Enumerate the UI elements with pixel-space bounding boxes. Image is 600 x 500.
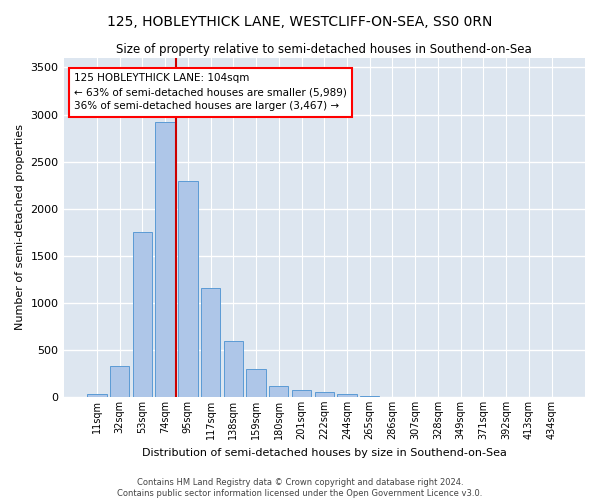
- Bar: [314, 392, 334, 397]
- Text: Contains HM Land Registry data © Crown copyright and database right 2024.
Contai: Contains HM Land Registry data © Crown c…: [118, 478, 482, 498]
- Bar: [337, 394, 356, 397]
- Bar: [87, 394, 107, 397]
- Text: 125, HOBLEYTHICK LANE, WESTCLIFF-ON-SEA, SS0 0RN: 125, HOBLEYTHICK LANE, WESTCLIFF-ON-SEA,…: [107, 15, 493, 29]
- Bar: [155, 122, 175, 397]
- Bar: [133, 232, 152, 397]
- Bar: [178, 182, 197, 397]
- Title: Size of property relative to semi-detached houses in Southend-on-Sea: Size of property relative to semi-detach…: [116, 42, 532, 56]
- Bar: [247, 368, 266, 397]
- Text: 125 HOBLEYTHICK LANE: 104sqm
← 63% of semi-detached houses are smaller (5,989)
3: 125 HOBLEYTHICK LANE: 104sqm ← 63% of se…: [74, 74, 347, 112]
- Bar: [269, 386, 289, 397]
- Y-axis label: Number of semi-detached properties: Number of semi-detached properties: [15, 124, 25, 330]
- Bar: [224, 342, 243, 397]
- Bar: [201, 288, 220, 397]
- Bar: [110, 366, 130, 397]
- X-axis label: Distribution of semi-detached houses by size in Southend-on-Sea: Distribution of semi-detached houses by …: [142, 448, 507, 458]
- Bar: [292, 390, 311, 397]
